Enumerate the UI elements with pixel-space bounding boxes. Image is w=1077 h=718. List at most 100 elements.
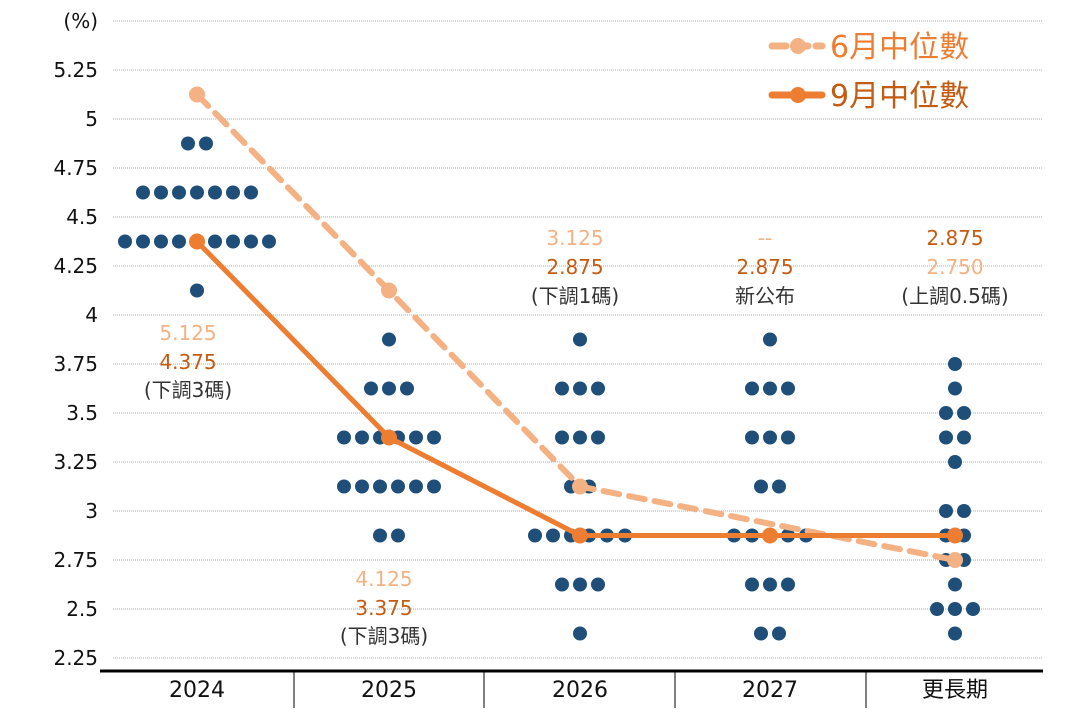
legend-sept-marker-icon <box>790 87 806 103</box>
participant-dot <box>573 332 587 347</box>
participant-dot <box>154 234 168 249</box>
y-tick-label: 2.5 <box>66 597 98 621</box>
annotation-june: -- <box>758 226 772 250</box>
participant-dot <box>754 479 768 494</box>
participant-dot <box>427 430 441 445</box>
x-axis: 2024 2025 2026 2027 更長期 <box>100 669 1043 708</box>
participant-dot <box>154 185 168 200</box>
y-axis-ticks: (%) 5.25 5 4.75 4.5 4.25 4 3.75 3.5 3.25 3 2.75 2.5… <box>53 9 98 670</box>
participant-dot <box>948 357 962 371</box>
participant-dot <box>244 185 258 200</box>
participant-dot <box>781 381 795 396</box>
participant-dot <box>391 528 405 543</box>
legend-june-label: 6月中位數 <box>830 30 969 65</box>
participant-dot <box>555 430 569 445</box>
participant-dot <box>763 577 777 592</box>
june-median-line <box>194 91 958 563</box>
participant-dot <box>772 479 786 494</box>
sept-median-marker <box>381 429 397 446</box>
participant-dot <box>573 577 587 592</box>
participant-dot <box>573 430 587 445</box>
participant-dot <box>226 234 240 249</box>
participant-dot <box>948 455 962 469</box>
participant-dot <box>781 577 795 592</box>
participant-dot <box>373 479 387 494</box>
participant-dot <box>930 602 944 616</box>
participant-dot <box>400 381 414 396</box>
participant-dot <box>948 577 962 592</box>
x-tick-label: 2026 <box>552 678 608 703</box>
y-tick-label: 3 <box>85 499 98 523</box>
y-tick-label: 2.75 <box>53 548 98 572</box>
participant-dot <box>555 577 569 592</box>
participant-dot <box>528 528 542 543</box>
legend-item-june: 6月中位數 <box>768 30 969 65</box>
participant-dot <box>939 430 953 445</box>
participant-dot <box>591 577 605 592</box>
participant-dot <box>136 234 150 249</box>
x-tick-label: 2025 <box>361 678 417 703</box>
annotation-sept: 4.375 <box>159 350 216 374</box>
y-tick-label: 5.25 <box>53 58 98 82</box>
annotation-sept: 3.375 <box>355 596 412 620</box>
annotation-note: (下調3碼) <box>340 624 428 648</box>
participant-dot <box>745 381 759 396</box>
participant-dot <box>190 185 204 200</box>
participant-dot <box>382 332 396 347</box>
sept-median-marker <box>189 233 205 250</box>
participant-dot <box>546 528 560 543</box>
annotation-june: 3.125 <box>546 226 603 250</box>
y-tick-label: 4.75 <box>53 156 98 180</box>
june-median-marker <box>189 86 205 103</box>
annotation-june: 4.125 <box>355 567 412 591</box>
y-tick-label: 4.25 <box>53 254 98 278</box>
participant-dot <box>957 430 971 445</box>
participant-dot <box>208 185 222 200</box>
participant-dot <box>939 504 953 518</box>
annotation-note: (上調0.5碼) <box>901 284 1008 308</box>
legend: 6月中位數 9月中位數 <box>768 30 969 114</box>
participant-dot <box>763 381 777 396</box>
legend-sept-label: 9月中位數 <box>830 79 969 114</box>
y-axis-unit-label: (%) <box>63 9 98 33</box>
participant-dot <box>190 283 204 298</box>
participant-dot <box>745 577 759 592</box>
participant-dot <box>591 430 605 445</box>
annotation-note: 新公布 <box>735 284 795 308</box>
y-tick-label: 5 <box>85 107 98 131</box>
participant-dot <box>427 479 441 494</box>
participant-dot <box>948 626 962 641</box>
legend-item-sept: 9月中位數 <box>768 79 969 114</box>
participant-dot <box>172 234 186 249</box>
median-lines <box>189 86 963 568</box>
participant-dot <box>208 234 222 249</box>
participant-dot <box>591 381 605 396</box>
participant-dot <box>382 381 396 396</box>
annotation-sept: 2.875 <box>546 255 603 279</box>
x-tick-label: 2027 <box>742 678 798 703</box>
participant-dot <box>763 430 777 445</box>
participant-dot <box>244 234 258 249</box>
annotation-sept: 2.875 <box>926 226 983 250</box>
june-median-marker <box>572 478 588 495</box>
participant-dot <box>172 185 186 200</box>
participant-dot <box>754 626 768 641</box>
participant-dot <box>181 136 195 151</box>
participant-dot <box>355 430 369 445</box>
participant-dot <box>409 479 423 494</box>
x-tick-label: 更長期 <box>922 678 988 703</box>
participant-dot <box>355 479 369 494</box>
participant-dot <box>409 430 423 445</box>
annotation-note: (下調1碼) <box>531 284 619 308</box>
participant-dot <box>337 430 351 445</box>
participant-dot <box>136 185 150 200</box>
participant-dot <box>939 406 953 420</box>
participant-dot <box>337 479 351 494</box>
participant-dot <box>555 381 569 396</box>
annotation-june: 2.750 <box>926 255 983 279</box>
participant-dots <box>118 136 980 641</box>
gridlines <box>113 20 1043 659</box>
participant-dot <box>763 332 777 347</box>
annotation-june: 5.125 <box>159 321 216 345</box>
